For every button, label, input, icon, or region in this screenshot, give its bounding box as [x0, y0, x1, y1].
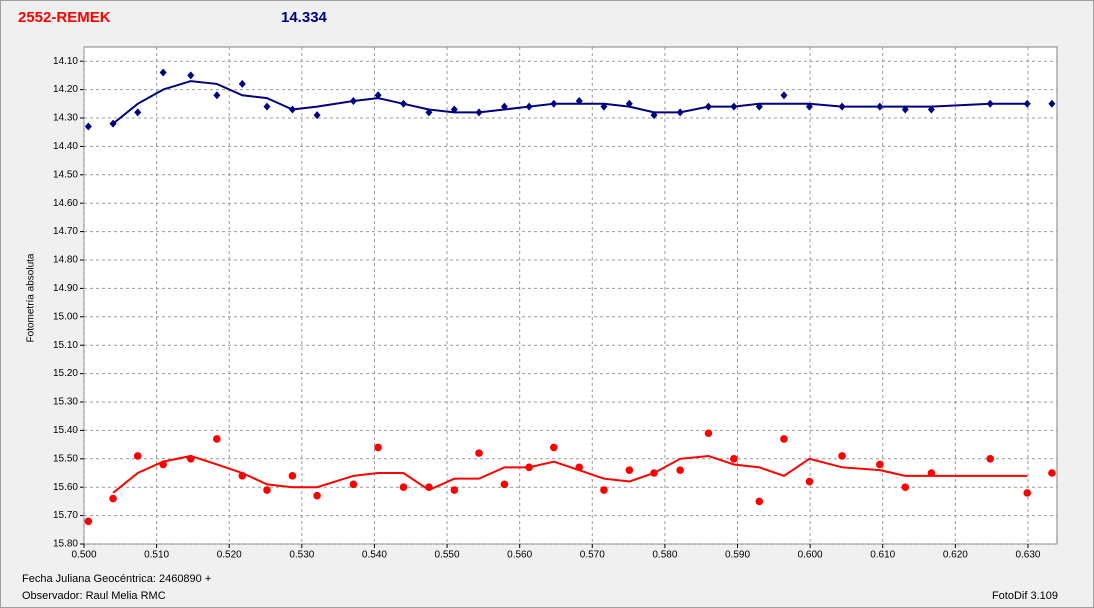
data-point [374, 91, 382, 100]
x-tick-label: 0.580 [652, 550, 677, 561]
chart-title: 2552-REMEK [18, 9, 111, 26]
x-tick-label: 0.620 [943, 550, 968, 561]
data-point [109, 494, 117, 503]
x-tick-label: 0.540 [362, 550, 387, 561]
x-tick-label: 0.590 [725, 550, 750, 561]
y-tick-label: 14.80 [53, 255, 78, 266]
data-point [600, 486, 608, 494]
data-point [213, 435, 221, 443]
y-tick-label: 14.70 [53, 226, 78, 237]
y-axis-label: Fotometría absoluta [26, 253, 37, 342]
data-point [399, 483, 408, 492]
data-point [1023, 489, 1032, 497]
data-point [133, 452, 142, 460]
data-point [500, 480, 509, 489]
data-point [475, 449, 483, 457]
data-point [187, 71, 195, 80]
plot-area [83, 46, 1058, 545]
data-point [134, 108, 142, 117]
data-point [755, 497, 764, 506]
data-point [730, 455, 738, 463]
data-point [84, 517, 93, 526]
x-axis-label: Fecha Juliana Geocéntrica: 2460890 + [22, 573, 211, 585]
data-point [780, 435, 788, 443]
data-point [159, 68, 167, 77]
y-tick-label: 14.40 [53, 141, 78, 152]
y-tick-label: 14.50 [53, 169, 78, 180]
data-point [450, 486, 459, 494]
y-tick-label: 15.50 [53, 453, 78, 464]
data-point [805, 477, 814, 486]
y-tick-label: 15.20 [53, 368, 78, 379]
data-point [676, 466, 684, 474]
data-point [625, 466, 634, 474]
x-tick-label: 0.530 [289, 550, 314, 561]
data-point [263, 486, 271, 494]
software-label: FotoDif 3.109 [992, 590, 1058, 602]
y-tick-label: 14.30 [53, 113, 78, 124]
x-tick-label: 0.520 [217, 550, 242, 561]
x-tick-label: 0.560 [507, 550, 532, 561]
y-tick-label: 15.70 [53, 510, 78, 521]
x-tick-label: 0.630 [1015, 550, 1040, 561]
x-tick-label: 0.500 [71, 550, 96, 561]
data-point [876, 460, 884, 469]
y-tick-label: 14.60 [53, 198, 78, 209]
y-tick-label: 15.10 [53, 340, 78, 351]
data-point [84, 122, 92, 131]
x-tick-label: 0.600 [798, 550, 823, 561]
data-point [901, 483, 910, 492]
observer-label: Observador: Raul Melia RMC [22, 590, 166, 602]
data-point [1048, 99, 1056, 108]
data-point [838, 452, 846, 460]
y-tick-label: 15.60 [53, 482, 78, 493]
y-tick-label: 14.90 [53, 283, 78, 294]
y-tick-label: 15.30 [53, 397, 78, 408]
y-tick-label: 15.40 [53, 425, 78, 436]
trend-line [112, 80, 1028, 125]
data-point [780, 91, 788, 100]
y-tick-label: 14.10 [53, 56, 78, 67]
data-point [213, 91, 221, 100]
x-tick-label: 0.570 [580, 550, 605, 561]
data-point [986, 455, 994, 463]
x-tick-label: 0.510 [144, 550, 169, 561]
data-point [238, 79, 246, 88]
x-tick-label: 0.550 [435, 550, 460, 561]
y-tick-label: 15.80 [53, 539, 78, 550]
chart-subtitle: 14.334 [281, 9, 328, 26]
data-point [549, 443, 558, 452]
y-tick-label: 14.20 [53, 84, 78, 95]
data-point [263, 102, 271, 111]
data-point [1048, 469, 1056, 477]
data-point [313, 491, 321, 500]
y-tick-label: 15.00 [53, 311, 78, 322]
data-point [288, 472, 297, 480]
trend-line [112, 454, 1028, 494]
x-tick-label: 0.610 [870, 550, 895, 561]
data-point [313, 111, 321, 120]
data-point [374, 443, 382, 452]
data-point [349, 480, 358, 489]
data-point [704, 429, 713, 438]
